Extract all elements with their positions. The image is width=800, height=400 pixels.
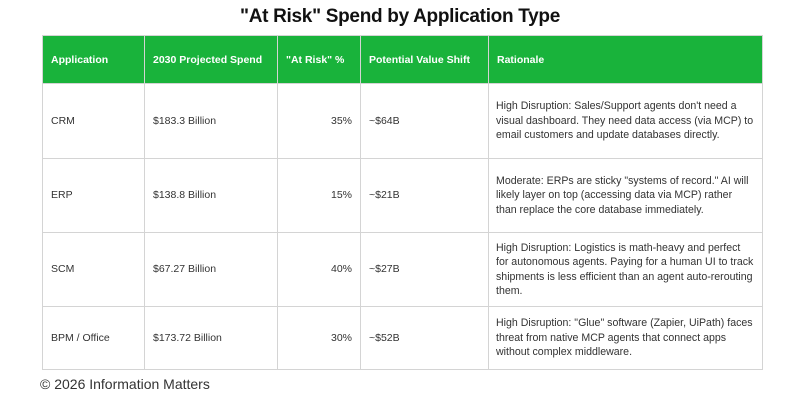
cell-rationale: High Disruption: Logistics is math-heavy… (488, 232, 763, 307)
page-title: "At Risk" Spend by Application Type (240, 6, 560, 27)
cell-rationale: High Disruption: "Glue" software (Zapier… (488, 306, 763, 370)
at-risk-table: Application 2030 Projected Spend "At Ris… (42, 35, 763, 370)
cell-spend: $138.8 Billion (144, 158, 278, 233)
header-application: Application (42, 35, 145, 84)
table-row: ERP $138.8 Billion 15% ~$21B Moderate: E… (42, 158, 763, 233)
table-row: CRM $183.3 Billion 35% ~$64B High Disrup… (42, 83, 763, 159)
cell-spend: $183.3 Billion (144, 83, 278, 159)
header-at-risk: "At Risk" % (277, 35, 361, 84)
cell-application: CRM (42, 83, 145, 159)
cell-rationale: High Disruption: Sales/Support agents do… (488, 83, 763, 159)
cell-at-risk: 30% (277, 306, 361, 370)
cell-application: BPM / Office (42, 306, 145, 370)
cell-at-risk: 40% (277, 232, 361, 307)
header-value-shift: Potential Value Shift (360, 35, 489, 84)
cell-at-risk: 15% (277, 158, 361, 233)
table-row: SCM $67.27 Billion 40% ~$27B High Disrup… (42, 232, 763, 307)
cell-spend: $173.72 Billion (144, 306, 278, 370)
header-rationale: Rationale (488, 35, 763, 84)
cell-shift: ~$52B (360, 306, 489, 370)
cell-shift: ~$27B (360, 232, 489, 307)
table-header-row: Application 2030 Projected Spend "At Ris… (42, 35, 763, 84)
cell-rationale: Moderate: ERPs are sticky "systems of re… (488, 158, 763, 233)
cell-application: SCM (42, 232, 145, 307)
cell-application: ERP (42, 158, 145, 233)
cell-shift: ~$64B (360, 83, 489, 159)
cell-at-risk: 35% (277, 83, 361, 159)
cell-shift: ~$21B (360, 158, 489, 233)
cell-spend: $67.27 Billion (144, 232, 278, 307)
copyright-footer: © 2026 Information Matters (40, 376, 210, 392)
table-row: BPM / Office $173.72 Billion 30% ~$52B H… (42, 306, 763, 370)
header-projected-spend: 2030 Projected Spend (144, 35, 278, 84)
